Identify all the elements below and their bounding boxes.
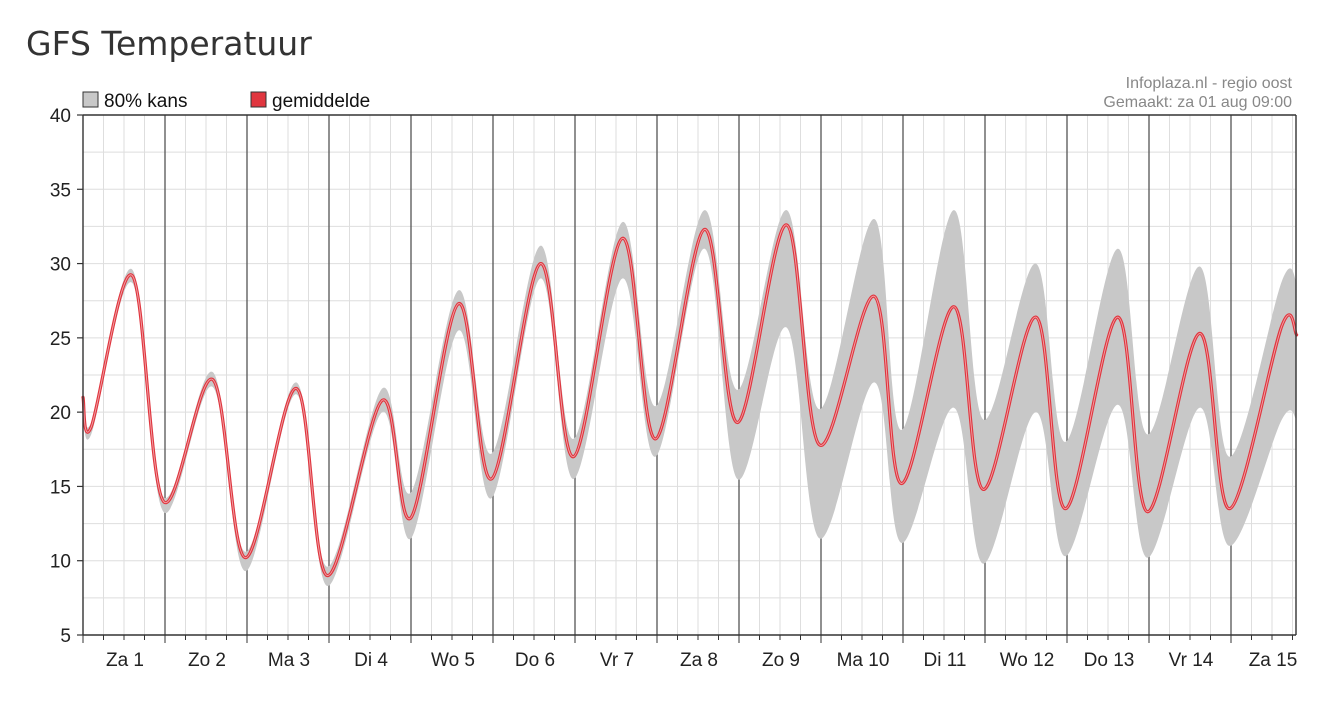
legend-mean-label: gemiddelde bbox=[272, 91, 370, 112]
source-line-2: Gemaakt: za 01 aug 09:00 bbox=[1103, 94, 1292, 111]
y-tick-label: 30 bbox=[50, 255, 71, 276]
x-tick-label: Za 1 bbox=[106, 650, 144, 671]
x-tick-label: Vr 14 bbox=[1169, 650, 1214, 671]
legend-mean-swatch bbox=[250, 91, 267, 108]
confidence-band bbox=[83, 210, 1297, 587]
x-tick-label: Do 13 bbox=[1084, 650, 1135, 671]
x-tick-label: Vr 7 bbox=[600, 650, 634, 671]
legend-band-label: 80% kans bbox=[104, 91, 187, 112]
source-line-1: Infoplaza.nl - regio oost bbox=[1126, 75, 1293, 92]
axes-layer: 5 10 15 20 25 30 35 40 Za 1 Zo 2 Ma 3 Di 4 Wo 5 Do 6 V… bbox=[50, 106, 1297, 671]
page-title: GFS Temperatuur bbox=[26, 24, 312, 63]
confidence-band-layer bbox=[83, 210, 1297, 587]
mean-temperature-line-highlight bbox=[82, 224, 1297, 577]
grid-lines bbox=[83, 115, 1296, 635]
y-tick-label: 40 bbox=[50, 106, 71, 127]
x-tick-label: Ma 10 bbox=[837, 650, 890, 671]
x-tick-label: Za 15 bbox=[1249, 650, 1298, 671]
y-tick-label: 25 bbox=[50, 329, 71, 350]
y-tick-label: 5 bbox=[60, 626, 71, 647]
y-tick-label: 10 bbox=[50, 552, 71, 573]
x-tick-label: Do 6 bbox=[515, 650, 555, 671]
y-tick-label: 20 bbox=[50, 403, 71, 424]
x-tick-label: Wo 12 bbox=[1000, 650, 1055, 671]
x-tick-label: Zo 2 bbox=[188, 650, 226, 671]
mean-line-layer bbox=[81, 223, 1299, 578]
x-tick-label: Di 4 bbox=[354, 650, 388, 671]
y-tick-label: 15 bbox=[50, 477, 71, 498]
y-tick-label: 35 bbox=[50, 180, 71, 201]
legend-band-swatch bbox=[82, 91, 99, 108]
legend: 80% kans gemiddelde bbox=[82, 91, 370, 112]
x-tick-label: Ma 3 bbox=[268, 650, 310, 671]
x-tick-label: Di 11 bbox=[924, 650, 967, 671]
x-tick-label: Za 8 bbox=[680, 650, 718, 671]
x-tick-label: Zo 9 bbox=[762, 650, 800, 671]
x-tick-label: Wo 5 bbox=[431, 650, 475, 671]
